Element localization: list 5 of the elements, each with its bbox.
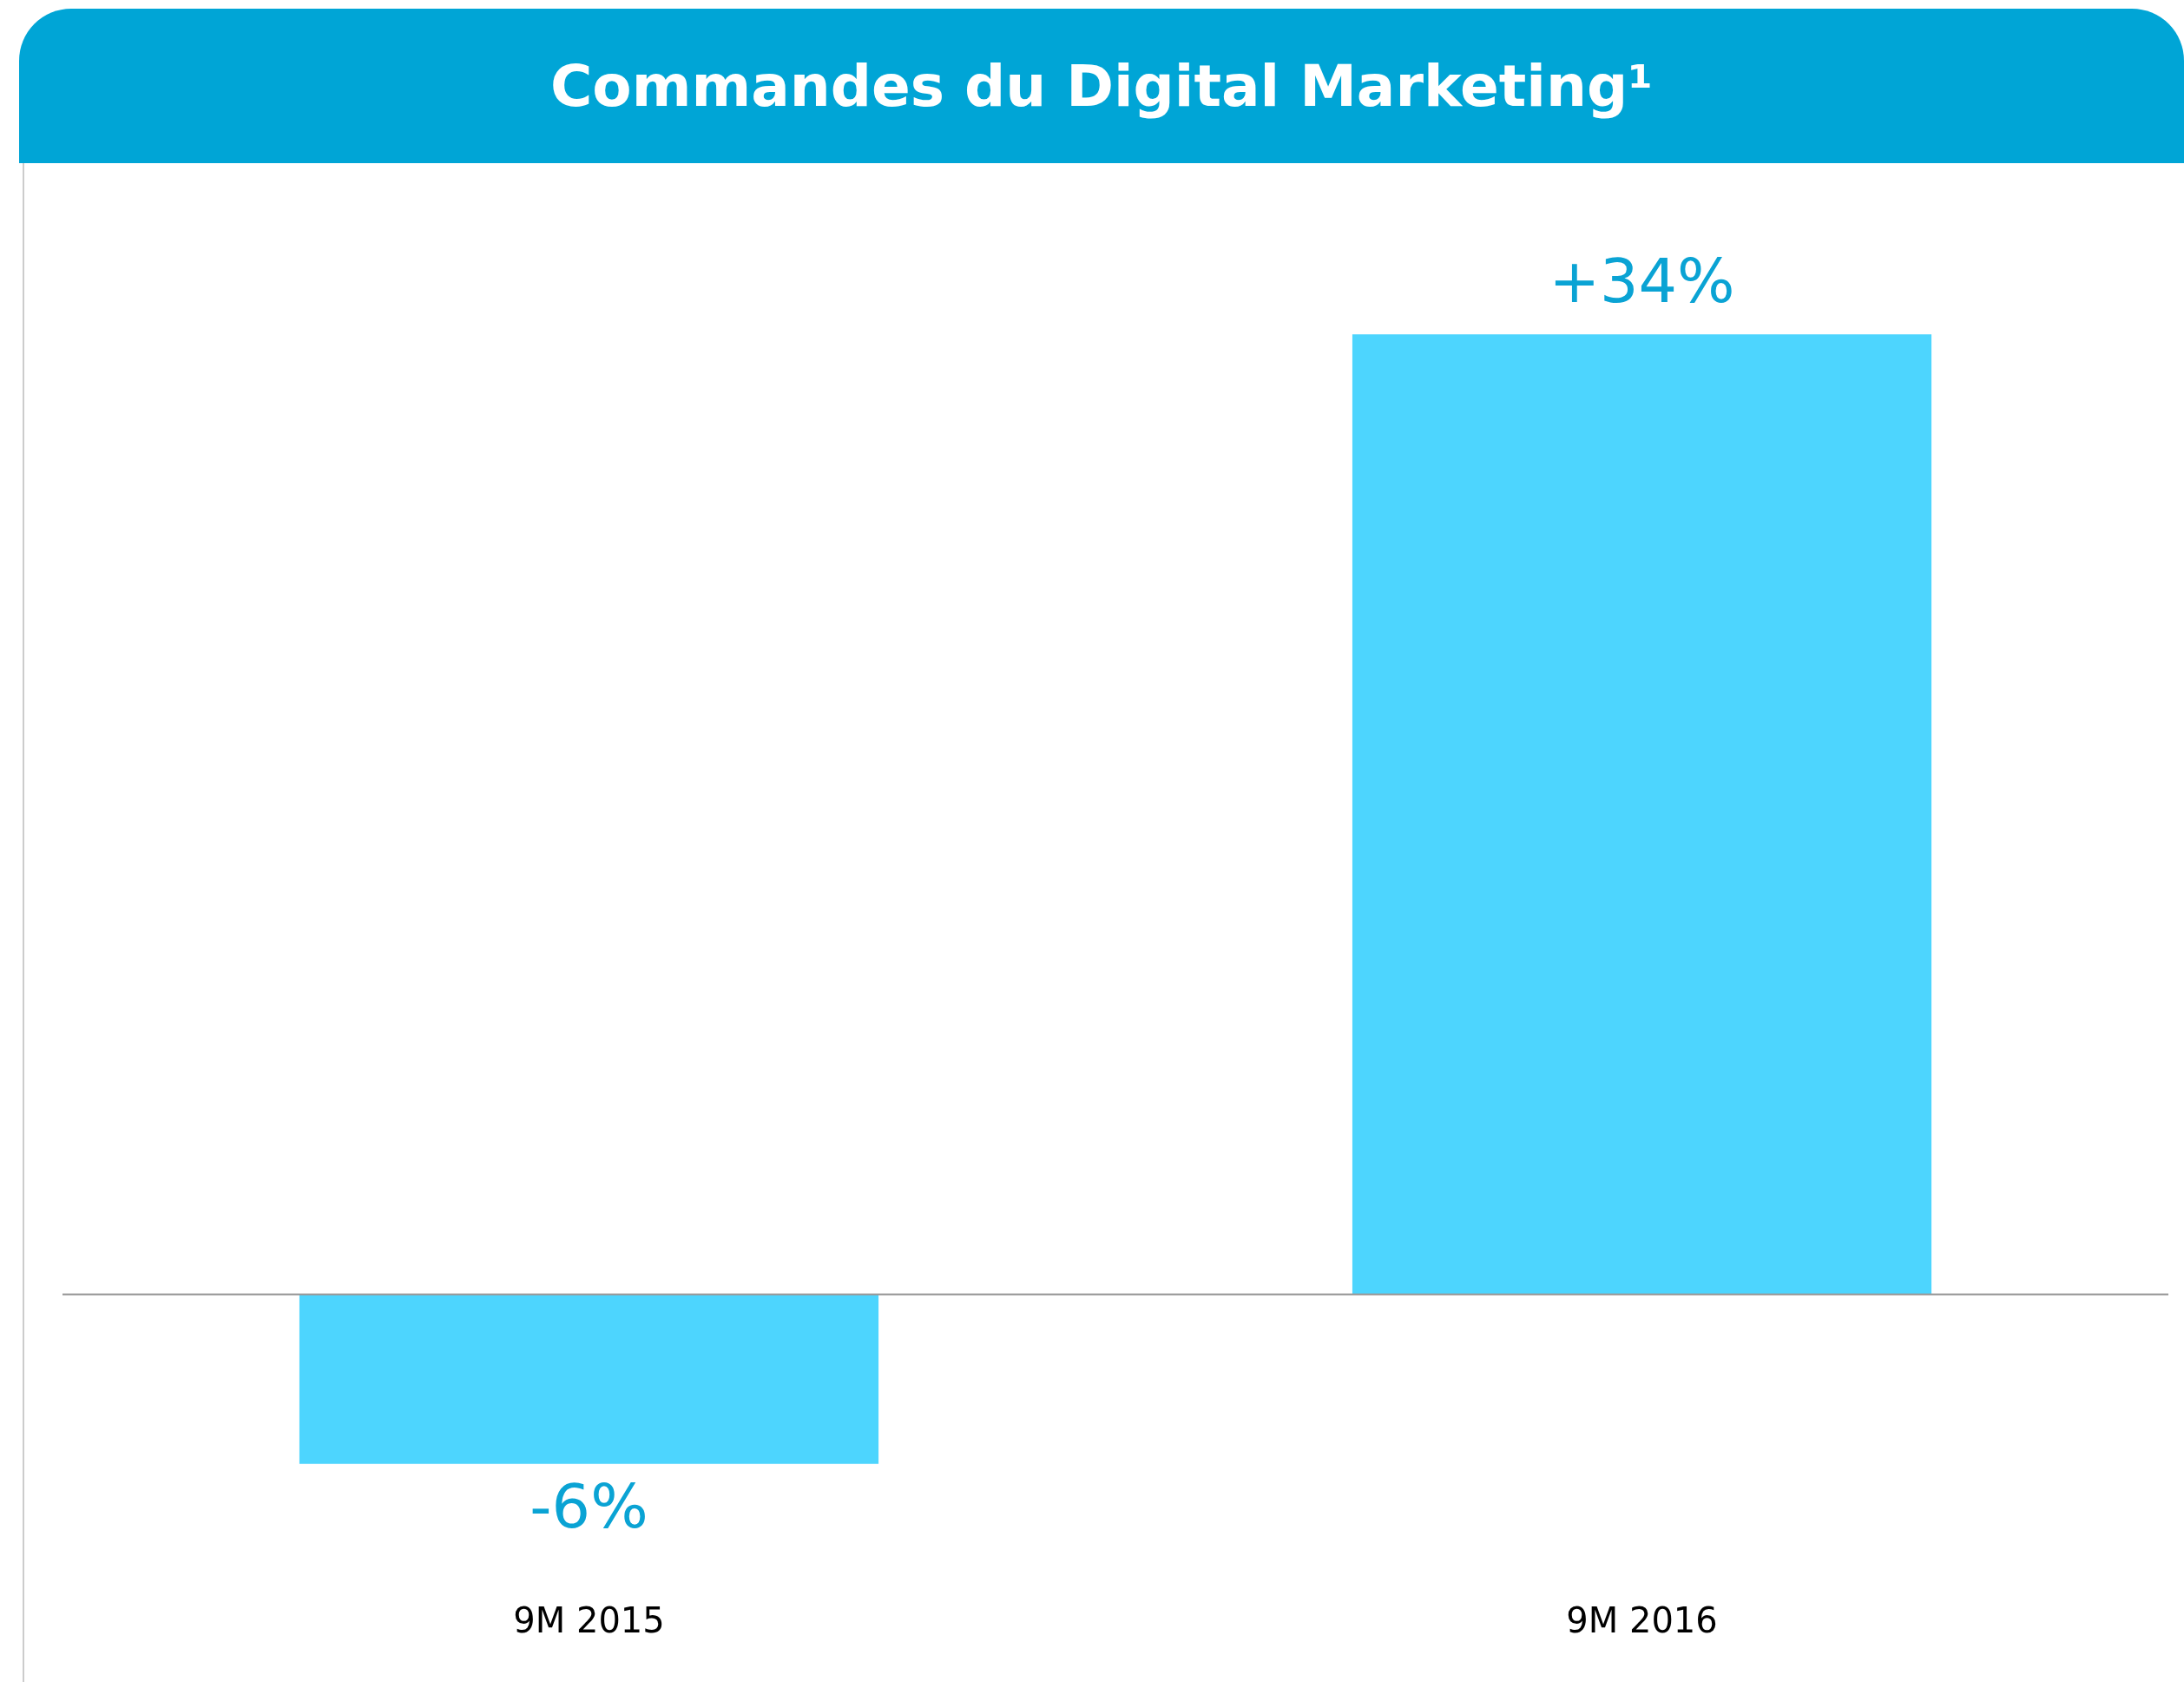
data-label: -6%: [530, 1471, 648, 1543]
x-tick-label: 9M 2016: [1566, 1600, 1718, 1641]
chart-title: Commandes du Digital Marketing¹: [19, 9, 2184, 163]
x-tick-label: 9M 2015: [513, 1600, 665, 1641]
data-label: +34%: [1549, 246, 1735, 318]
